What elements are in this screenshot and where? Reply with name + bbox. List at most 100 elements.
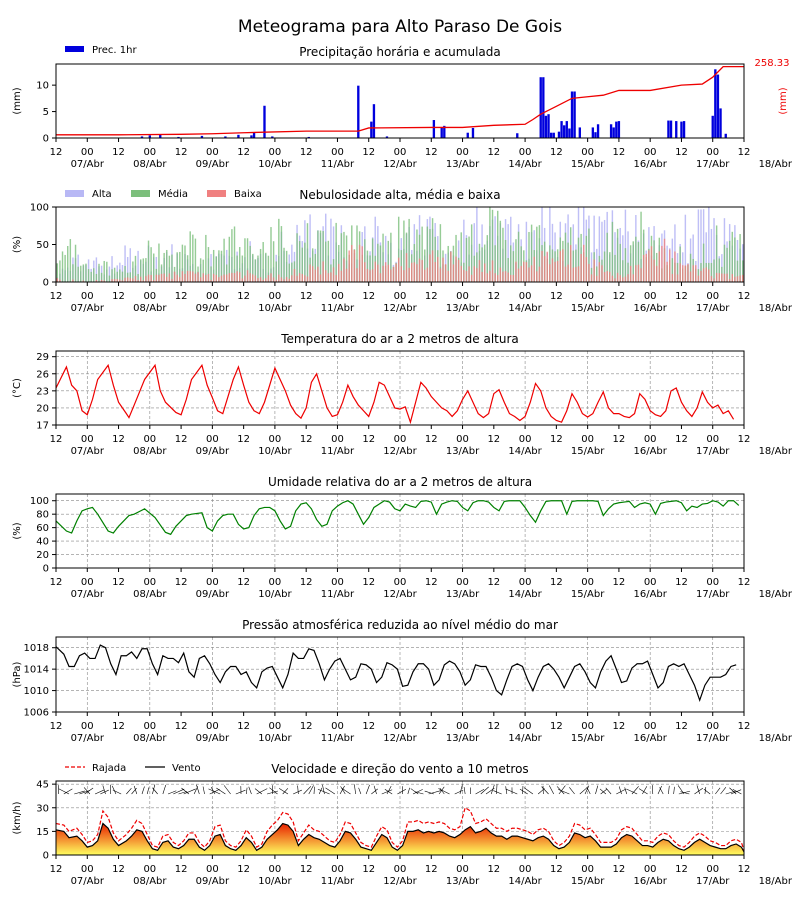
cloud-bar-alta (601, 221, 603, 282)
wind-direction-arrow (475, 789, 485, 795)
cloud-bar-media (218, 250, 220, 282)
cloud-bar-baixa (562, 249, 564, 282)
cloud-bar-media (390, 232, 392, 282)
y-tick-label: 0 (43, 278, 49, 289)
cloud-bar-media (622, 260, 624, 282)
cloud-bar-media (163, 252, 165, 282)
cloud-bar-baixa (322, 261, 324, 282)
chart-title-precip: Precipitação horária e acumulada (299, 45, 501, 59)
wind-direction-arrow (600, 788, 608, 795)
precip-bar (440, 127, 443, 138)
wind-direction-arrow (454, 789, 464, 795)
wind-direction-arrow (248, 786, 252, 795)
cloud-bar-baixa (554, 261, 556, 282)
cloud-bar-baixa (499, 267, 502, 282)
wind-direction-arrow (339, 785, 345, 795)
cloud-bar-media (85, 263, 87, 282)
cloud-bar-baixa (145, 276, 147, 282)
cloud-bar-media (468, 236, 470, 282)
cloud-bar-baixa (629, 265, 632, 282)
x-tick-label: 12 (613, 291, 626, 302)
x-tick-label: 00 (394, 864, 407, 875)
x-day-label: 08/Abr (133, 876, 167, 887)
cloud-bar-baixa (556, 260, 559, 282)
cloud-bar-baixa (546, 251, 548, 282)
x-tick-label: 12 (487, 291, 500, 302)
x-tick-label: 12 (487, 434, 500, 445)
cloud-bar-baixa (418, 258, 421, 282)
cloud-bar-baixa (530, 265, 533, 282)
cloud-bar-media (470, 224, 473, 282)
x-tick-label: 12 (675, 721, 688, 732)
cloud-bar-media (207, 247, 210, 282)
cloud-bar-media (403, 220, 405, 282)
cloud-bar-baixa (408, 267, 410, 282)
cloud-bar-media (80, 265, 82, 282)
cloud-bar-baixa (478, 260, 481, 282)
x-day-label: 15/Abr (571, 733, 605, 744)
precip-bar (307, 136, 310, 138)
x-day-label: 14/Abr (508, 733, 542, 744)
cloud-bar-baixa (301, 273, 303, 282)
cloud-bar-baixa (186, 270, 189, 282)
x-tick-label: 00 (581, 291, 594, 302)
cloud-bar-media (228, 236, 231, 282)
cloud-bar-baixa (632, 274, 634, 282)
cloud-bar-media (736, 260, 739, 282)
x-tick-label: 12 (112, 721, 125, 732)
cloud-bar-media (265, 252, 267, 282)
legend-swatch (65, 190, 84, 197)
cloud-bar-media (434, 236, 436, 282)
wind-direction-arrow (223, 785, 231, 795)
cloud-bar-baixa (327, 273, 330, 282)
x-tick-label: 00 (456, 864, 469, 875)
cloud-bar-alta (710, 228, 713, 282)
cloud-bar-media (150, 247, 152, 282)
x-tick-label: 00 (581, 147, 594, 158)
precip-bar (568, 128, 571, 138)
x-day-label: 07/Abr (71, 446, 105, 457)
x-tick-label: 00 (706, 721, 719, 732)
cloud-bar-media (702, 243, 705, 282)
wind-direction-arrow (397, 788, 407, 795)
cloud-bar-media (538, 225, 541, 282)
cloud-bar-baixa (124, 277, 126, 282)
cloud-bar-media (731, 231, 733, 282)
cloud-bar-baixa (356, 268, 358, 282)
cloud-bar-alta (541, 207, 543, 282)
cloud-bar-alta (111, 256, 113, 282)
x-day-label: 09/Abr (196, 733, 230, 744)
cloud-bar-media (205, 234, 207, 282)
cloud-bar-media (335, 222, 337, 282)
cloud-bar-media (418, 234, 421, 282)
wind-direction-arrow (537, 788, 545, 795)
cloud-bar-baixa (298, 273, 301, 282)
x-tick-label: 12 (425, 434, 438, 445)
precip-bar (711, 115, 714, 138)
cloud-bar-media (160, 264, 163, 282)
y-axis-label-pressure: (hPa) (12, 661, 23, 687)
x-day-label: 12/Abr (383, 303, 417, 314)
x-tick-label: 12 (425, 291, 438, 302)
wind-direction-arrow (584, 785, 590, 795)
x-tick-label: 00 (206, 721, 219, 732)
cloud-bar-alta (332, 226, 335, 282)
cloud-bar-baixa (658, 251, 661, 282)
wind-direction-arrow (256, 788, 268, 795)
x-tick-label: 00 (581, 721, 594, 732)
cloud-bar-baixa (596, 275, 598, 282)
x-tick-label: 12 (50, 291, 63, 302)
cloud-bar-media (676, 262, 679, 282)
precip-bar (471, 127, 475, 138)
cloud-bar-media (186, 255, 189, 282)
wind-direction-arrow (505, 786, 508, 795)
cloud-bar-media (296, 233, 298, 282)
precip-bar (177, 136, 180, 138)
cloud-bar-media (452, 245, 455, 282)
legend-label: Baixa (234, 189, 262, 200)
legend-label: Vento (172, 763, 201, 774)
chart-title-clouds: Nebulosidade alta, média e baixa (299, 188, 500, 202)
cloud-bar-media (275, 261, 277, 282)
cloud-bar-baixa (340, 270, 343, 282)
cloud-bar-baixa (616, 272, 619, 282)
